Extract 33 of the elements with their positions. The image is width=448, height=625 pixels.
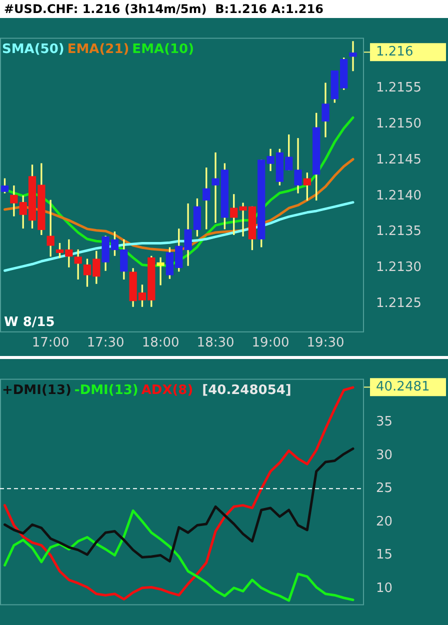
candlestick [74,249,82,280]
annotation: [40.248054] [202,383,292,398]
x-tick-label: 19:30 [306,336,344,351]
candlestick [156,257,164,286]
y-tick-label: 15 [376,548,393,563]
text: EMA(21) [67,42,130,58]
y-tick-label: 1.2140 [376,188,422,204]
y-tick-label: 1.216 [376,44,414,60]
text: SMA(50) [2,42,64,58]
y-tick-label: 20 [376,514,393,530]
x-tick-label: 19:00 [252,336,290,351]
x-tick-label: 17:00 [32,336,70,351]
y-tick-label: 35 [376,414,393,430]
candlestick [349,41,357,72]
y-tick-label: 1.2125 [376,296,422,312]
y-tick-label: 1.2150 [376,116,422,132]
y-tick-label: 1.2155 [376,80,422,96]
y-tick-label: 10 [376,580,393,596]
y-tick-label: 25 [376,481,393,496]
x-tick-label: 17:30 [86,336,124,351]
x-tick-label: 18:00 [142,336,180,351]
annotation: W 8/15 [4,314,55,330]
text: EMA(10) [132,42,194,58]
text: -DMI(13) [74,383,138,398]
x-tick-label: 18:30 [196,336,234,351]
chart-title: #USD.CHF: 1.216 (3h14m/5m) B:1.216 A:1.216 [0,0,448,18]
y-tick-label: 1.2135 [376,224,422,240]
text: +DMI(13) [2,383,72,398]
y-tick-label: 40.2481 [376,380,430,395]
text: ADX(8) [141,383,194,398]
y-tick-label: 30 [376,448,393,463]
y-tick-label: 1.2130 [376,260,422,276]
y-tick-label: 1.2145 [376,152,422,168]
